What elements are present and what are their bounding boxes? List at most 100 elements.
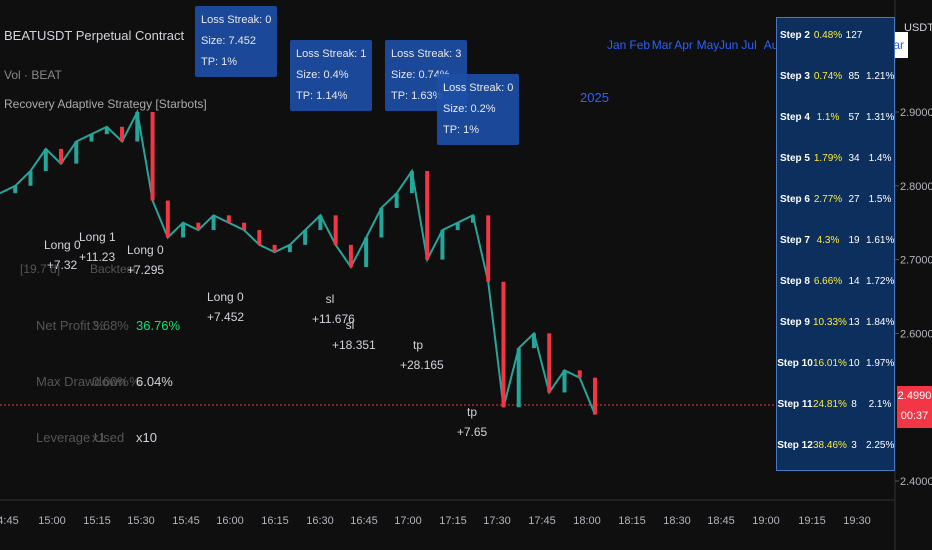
step-cell: 1.84% [866, 317, 895, 328]
step-cell: 2.77% [813, 194, 843, 205]
step-cell: Step 9 [779, 317, 810, 328]
step-cell: 2.1% [868, 399, 892, 410]
step-cell: 0.48% [813, 30, 843, 41]
stat-cell: Leverage Used [36, 430, 125, 445]
stat-cell: x1 [92, 430, 106, 445]
step-cell: 85 [848, 71, 860, 82]
symbol: BEATUSDT Perpetual Contract [4, 28, 185, 43]
step-cell: 127 [845, 30, 863, 41]
step-cell: 27 [848, 194, 860, 205]
step-cell: 1.5% [868, 194, 892, 205]
stat-cell: 36.76% [136, 318, 181, 333]
step-cell: 38.46% [813, 440, 847, 451]
entry-label: +7.65 [456, 425, 488, 439]
trade-label-line: TP: 1% [201, 56, 238, 68]
trade-label-line: TP: 1% [443, 124, 480, 136]
entry-label: +28.165 [400, 358, 444, 372]
month-label[interactable]: Mar [651, 38, 673, 52]
step-cell: Step 2 [779, 30, 810, 41]
entry-label: tp [466, 405, 477, 419]
step-cell: 10 [848, 358, 860, 369]
last-price-tag: 2.4990 00:37 [897, 386, 932, 428]
time-label: 17:45 [528, 515, 556, 527]
step-cell: 1.61% [866, 235, 895, 246]
entry-label: +18.351 [332, 338, 376, 352]
time-label: 18:45 [707, 515, 735, 527]
stat-cell: 3.68% [92, 318, 129, 333]
time-label: 15:15 [83, 515, 111, 527]
time-label: 15:00 [38, 515, 66, 527]
step-cell: Step 3 [779, 71, 810, 82]
step-cell: 34 [848, 153, 860, 164]
stats-title: Backtest [90, 262, 137, 276]
strategy-label: Recovery Adaptive Strategy [Starbots] [4, 97, 207, 111]
step-cell: 1.79% [813, 153, 843, 164]
year-label: 2025 [580, 90, 609, 105]
price-line [0, 108, 596, 415]
step-cell: Step 7 [779, 235, 810, 246]
step-cell: 10.33% [813, 317, 847, 328]
month-label[interactable]: Feb [629, 38, 651, 52]
entry-label: +7.32 [46, 258, 78, 272]
price-label: 2.7000 [900, 255, 932, 267]
step-cell: 6.66% [813, 276, 843, 287]
entry-label: +11.23 [79, 250, 116, 264]
trade-label: Loss Streak: 0 Size: 7.452 TP: 1% [195, 6, 278, 77]
entry-label: sl [345, 318, 355, 332]
entry-label: sl [325, 292, 335, 306]
stat-cell: 6.04% [136, 374, 173, 389]
step-cell: 1.21% [866, 71, 895, 82]
step-cell: Step 4 [779, 112, 810, 123]
stat-cell: Net Profit % [36, 318, 106, 333]
step-cell: 8 [851, 399, 857, 410]
trade-label-line: Size: 0.74% [391, 69, 450, 81]
step-cell: Step 11 [777, 399, 813, 410]
trade-label: Loss Streak: 0 Size: 0.2% TP: 1% [437, 74, 520, 145]
entry-label: +7.295 [127, 263, 165, 277]
trade-label-line: Loss Streak: 1 [296, 48, 367, 60]
trade-label-line: Size: 7.452 [201, 35, 257, 47]
price-label: 2.6000 [900, 328, 932, 340]
price-label: 2.8000 [900, 181, 932, 193]
time-label: 15:30 [127, 515, 155, 527]
time-axis-bg [0, 500, 932, 550]
price-label: 2.9000 [900, 107, 932, 119]
month-label[interactable]: Jan [607, 38, 627, 52]
step-cell: 14 [848, 276, 860, 287]
steps-table [776, 17, 895, 471]
stats-period: [19.7 d] [20, 262, 61, 276]
entry-label: +7.452 [207, 310, 245, 324]
step-cell: 16.01% [813, 358, 847, 369]
time-label: 16:30 [306, 515, 334, 527]
trade-label-line: Loss Streak: 3 [391, 48, 462, 60]
trade-label-line: Loss Streak: 0 [443, 82, 514, 94]
currency[interactable]: USDT [904, 22, 932, 34]
time-label: 4:45 [0, 515, 19, 527]
time-label: 17:00 [394, 515, 422, 527]
entry-label: Long 1 [79, 230, 116, 244]
time-label: 19:15 [798, 515, 826, 527]
trade-label-line: Loss Streak: 0 [201, 14, 272, 26]
step-cell: 13 [848, 317, 860, 328]
month-label[interactable]: May [696, 38, 720, 52]
step-cell: 1.31% [866, 112, 895, 123]
step-cell: 24.81% [813, 399, 847, 410]
countdown: 00:37 [900, 410, 929, 422]
time-label: 16:45 [350, 515, 378, 527]
time-label: 18:30 [663, 515, 691, 527]
time-label: 18:00 [573, 515, 601, 527]
trade-label: Loss Streak: 1 Size: 0.4% TP: 1.14% [290, 40, 373, 111]
step-cell: 0.74% [813, 71, 843, 82]
last-price: 2.4990 [897, 390, 932, 402]
time-label: 19:30 [843, 515, 871, 527]
step-cell: 1.72% [866, 276, 895, 287]
entry-label: Long 0 [127, 243, 164, 257]
month-label[interactable]: Jun [719, 38, 739, 52]
step-cell: Step 5 [779, 153, 810, 164]
month-label[interactable]: Apr [674, 38, 693, 52]
step-cell: 4.3% [816, 235, 840, 246]
month-label[interactable]: Jul [741, 38, 757, 52]
volume-label: Vol · BEAT [4, 68, 62, 82]
